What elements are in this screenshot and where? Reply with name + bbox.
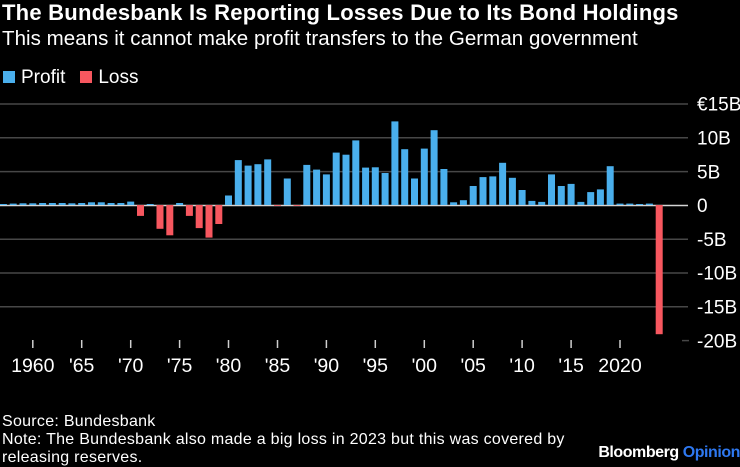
svg-text:-15B: -15B — [697, 298, 737, 319]
svg-text:10B: 10B — [697, 129, 731, 150]
svg-text:-5B: -5B — [697, 230, 727, 251]
svg-text:'65: '65 — [69, 355, 95, 377]
svg-text:0: 0 — [697, 196, 708, 217]
svg-text:'10: '10 — [509, 355, 535, 377]
svg-text:-10B: -10B — [697, 264, 737, 285]
svg-text:'00: '00 — [412, 355, 438, 377]
svg-text:'70: '70 — [118, 355, 144, 377]
svg-text:'80: '80 — [216, 355, 242, 377]
svg-text:€15B: €15B — [697, 95, 740, 116]
svg-text:'05: '05 — [460, 355, 486, 377]
svg-text:'15: '15 — [558, 355, 584, 377]
svg-text:'95: '95 — [363, 355, 389, 377]
svg-text:'75: '75 — [167, 355, 193, 377]
svg-text:'90: '90 — [314, 355, 340, 377]
svg-text:5B: 5B — [697, 162, 720, 183]
svg-text:-20B: -20B — [697, 331, 737, 352]
svg-text:'85: '85 — [265, 355, 291, 377]
svg-text:1960: 1960 — [11, 355, 55, 377]
svg-text:2020: 2020 — [598, 355, 642, 377]
